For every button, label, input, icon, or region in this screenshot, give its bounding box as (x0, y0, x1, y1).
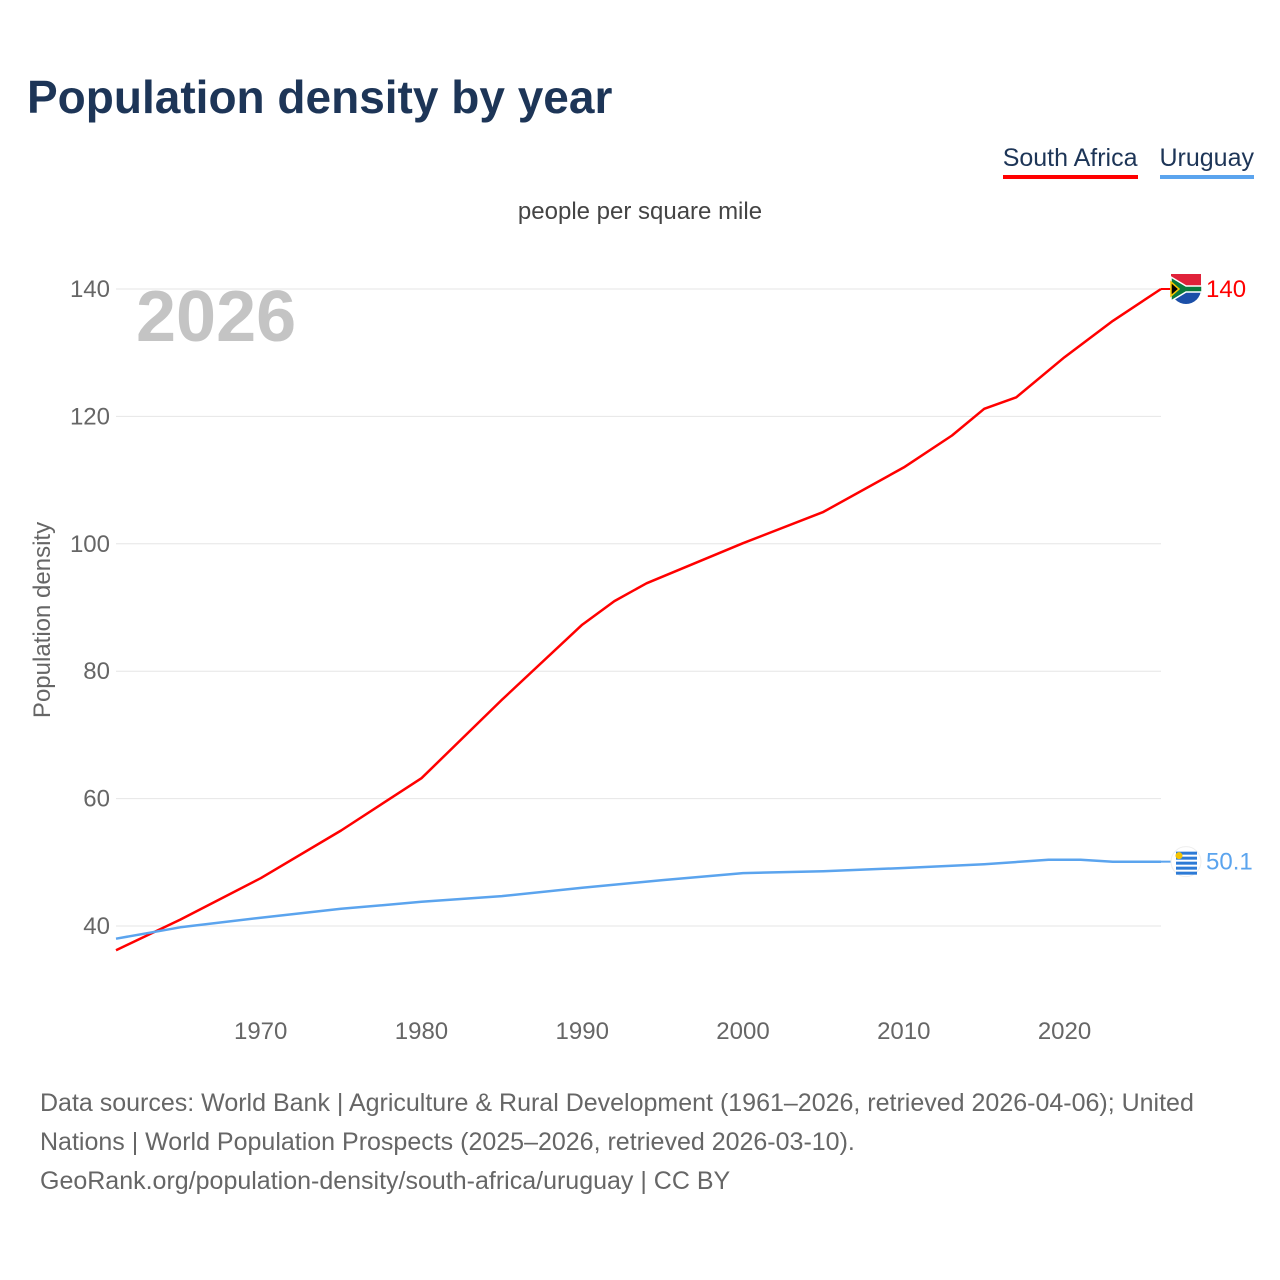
x-tick-label: 1970 (234, 1018, 287, 1045)
flag-sun (1175, 852, 1183, 860)
y-tick-label: 100 (70, 531, 110, 558)
flag-stripe (1176, 851, 1197, 855)
source-note: Data sources: World Bank | Agriculture &… (40, 1084, 1250, 1201)
legend-south-africa[interactable]: South Africa (1002, 144, 1138, 179)
y-tick-label: 60 (83, 786, 110, 813)
x-tick-label: 2020 (1038, 1018, 1091, 1045)
chart-subtitle: people per square mile (517, 198, 763, 225)
x-tick-label: 1980 (395, 1018, 448, 1045)
year-label: 2026 (136, 277, 296, 357)
y-tick-label: 120 (70, 403, 110, 430)
end-value-label: 50.1 (1206, 849, 1253, 876)
y-tick-label: 140 (70, 276, 110, 303)
flag-part (1170, 280, 1181, 298)
legend: South Africa Uruguay (1002, 144, 1254, 179)
x-tick-label: 2010 (877, 1018, 930, 1045)
series-line-south-africa[interactable] (115, 287, 1162, 952)
legend-uruguay[interactable]: Uruguay (1159, 144, 1254, 179)
end-value-label: 140 (1206, 276, 1246, 303)
source-text: Data sources: World Bank | Agriculture &… (40, 1089, 1194, 1156)
source-link[interactable]: GeoRank.org/population-density/south-afr… (40, 1167, 731, 1195)
y-tick-label: 80 (83, 658, 110, 685)
chart-title: Population density by year (27, 71, 613, 123)
flag-stripe (1176, 856, 1197, 860)
series-line-uruguay[interactable] (115, 858, 1161, 940)
x-tick-label: 2000 (716, 1018, 769, 1045)
line-chart: 40 60 80 100 120 140 1970 1980 1990 2000 2010 2020 P… (29, 274, 1253, 1045)
x-tick-label: 1990 (556, 1018, 609, 1045)
y-axis-label: Population density (29, 522, 56, 718)
y-tick-label: 40 (83, 913, 110, 940)
flag-stripe (1176, 871, 1197, 875)
flag-stripe (1176, 861, 1197, 865)
flag-part (1170, 275, 1203, 303)
flag-stripe (1176, 866, 1197, 870)
